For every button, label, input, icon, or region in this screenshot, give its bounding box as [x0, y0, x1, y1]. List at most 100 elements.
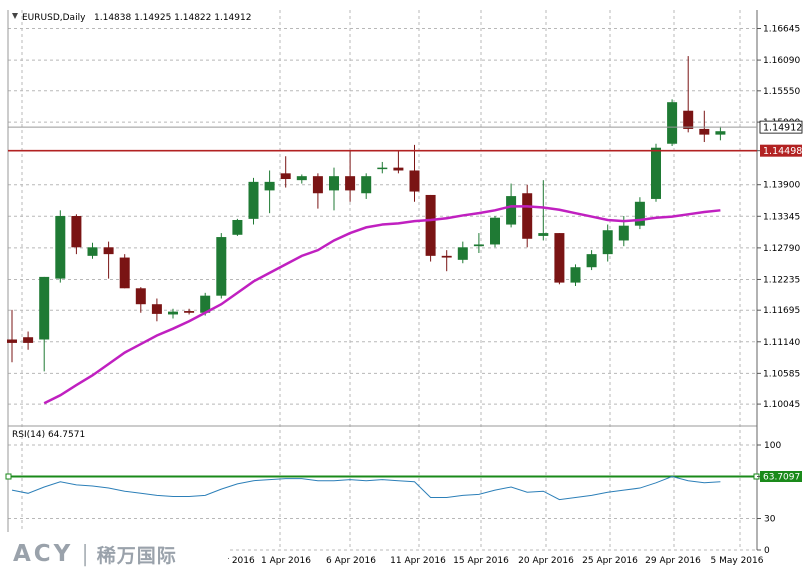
candle-body	[506, 196, 517, 225]
candle-body	[441, 255, 452, 258]
candles	[7, 56, 726, 372]
chart-shift-marker	[12, 13, 18, 19]
candle-body	[683, 110, 694, 129]
candle	[522, 184, 533, 248]
candle-body	[699, 128, 710, 135]
candle	[345, 150, 356, 202]
candle	[55, 210, 66, 283]
candle-body	[473, 244, 484, 247]
time-axis-label: 5 May 2016	[711, 556, 764, 566]
candle	[168, 308, 178, 319]
candle	[377, 161, 388, 174]
candle-body	[586, 254, 597, 268]
candle-body	[602, 230, 613, 255]
candle	[329, 167, 339, 211]
candle-body	[715, 131, 726, 135]
candle-body	[168, 311, 178, 315]
candle	[280, 156, 291, 188]
candle-body	[151, 304, 162, 314]
candle-body	[71, 216, 82, 248]
candle-body	[490, 217, 500, 245]
rsi-value-badge	[760, 471, 802, 482]
rsi-tick-label: 30	[764, 515, 776, 525]
candle	[119, 254, 130, 289]
rsi-tick-label: 0	[764, 546, 770, 556]
price-tick-label: 1.12235	[763, 275, 800, 285]
grid-lines	[8, 10, 757, 551]
candle	[103, 241, 114, 279]
candle-body	[39, 276, 50, 340]
price-tick-label: 1.10045	[763, 400, 800, 410]
candle-body	[135, 288, 146, 305]
watermark-separator: |	[81, 541, 89, 567]
candle-body	[184, 311, 195, 313]
candle-body	[522, 193, 533, 239]
candle	[232, 218, 243, 236]
candle-body	[312, 176, 323, 194]
candle-body	[87, 247, 98, 256]
candle	[441, 250, 452, 272]
price-tick-label: 1.16645	[763, 24, 800, 34]
rsi-header: RSI(14) 64.7571	[12, 430, 85, 440]
candle-body	[409, 170, 420, 192]
candle-body	[232, 219, 243, 235]
candle-body	[361, 176, 372, 194]
moving-average-line	[43, 205, 721, 405]
candle-body	[538, 233, 549, 236]
candle-body	[55, 216, 66, 279]
candle	[715, 126, 726, 141]
candle	[151, 298, 162, 322]
candle	[699, 110, 710, 143]
time-axis-label: 1 Apr 2016	[261, 556, 311, 566]
level-badge-text: 1.14498	[763, 146, 802, 157]
symbol-header: EURUSD,Daily	[22, 13, 86, 23]
candle-body	[248, 181, 259, 219]
price-tick-label: 1.12790	[763, 244, 800, 254]
price-tick-label: 1.10585	[763, 369, 800, 379]
candle-body	[23, 337, 34, 343]
candle-body	[393, 167, 404, 171]
candle-body	[7, 339, 17, 343]
candle	[23, 331, 34, 350]
watermark-cn: 稀万国际	[96, 544, 177, 567]
candle	[683, 56, 694, 133]
candle	[586, 250, 597, 271]
time-axis-label: 15 Apr 2016	[453, 556, 509, 566]
time-axis-label: 11 Apr 2016	[390, 556, 446, 566]
ohlc-header: 1.14838 1.14925 1.14822 1.14912	[94, 13, 251, 23]
candle	[216, 233, 227, 299]
rsi-line	[11, 475, 721, 501]
price-tick-label: 1.11695	[763, 306, 800, 316]
candle	[87, 242, 98, 259]
current-price-badge	[759, 120, 803, 134]
candle	[570, 264, 581, 287]
candle	[264, 170, 275, 214]
candle-body	[329, 176, 339, 191]
rsi-panel	[5, 473, 760, 501]
candle	[457, 241, 468, 264]
candle-body	[296, 176, 307, 181]
time-axis-label: 20 Apr 2016	[518, 556, 574, 566]
candle-body	[345, 176, 356, 191]
price-tick-label: 1.16090	[763, 56, 800, 66]
candle-body	[425, 194, 436, 256]
candle-body	[377, 167, 388, 170]
candle-body	[119, 257, 130, 289]
candle-body	[280, 173, 291, 180]
candle-body	[570, 267, 581, 283]
candle	[71, 214, 82, 255]
watermark-brand: ACY	[13, 541, 74, 567]
candle	[409, 144, 420, 202]
rsi-level-marker-left	[5, 473, 12, 480]
candle	[135, 287, 146, 313]
time-axis-label: 25 Apr 2016	[582, 556, 638, 566]
candle	[554, 233, 565, 285]
candle	[248, 177, 259, 225]
candle-body	[264, 181, 275, 191]
level-badge	[760, 144, 802, 157]
candle	[490, 216, 500, 248]
candle-body	[200, 295, 211, 313]
candle-body	[667, 102, 678, 144]
rsi-value-badge-text: 63.7097	[763, 473, 800, 483]
